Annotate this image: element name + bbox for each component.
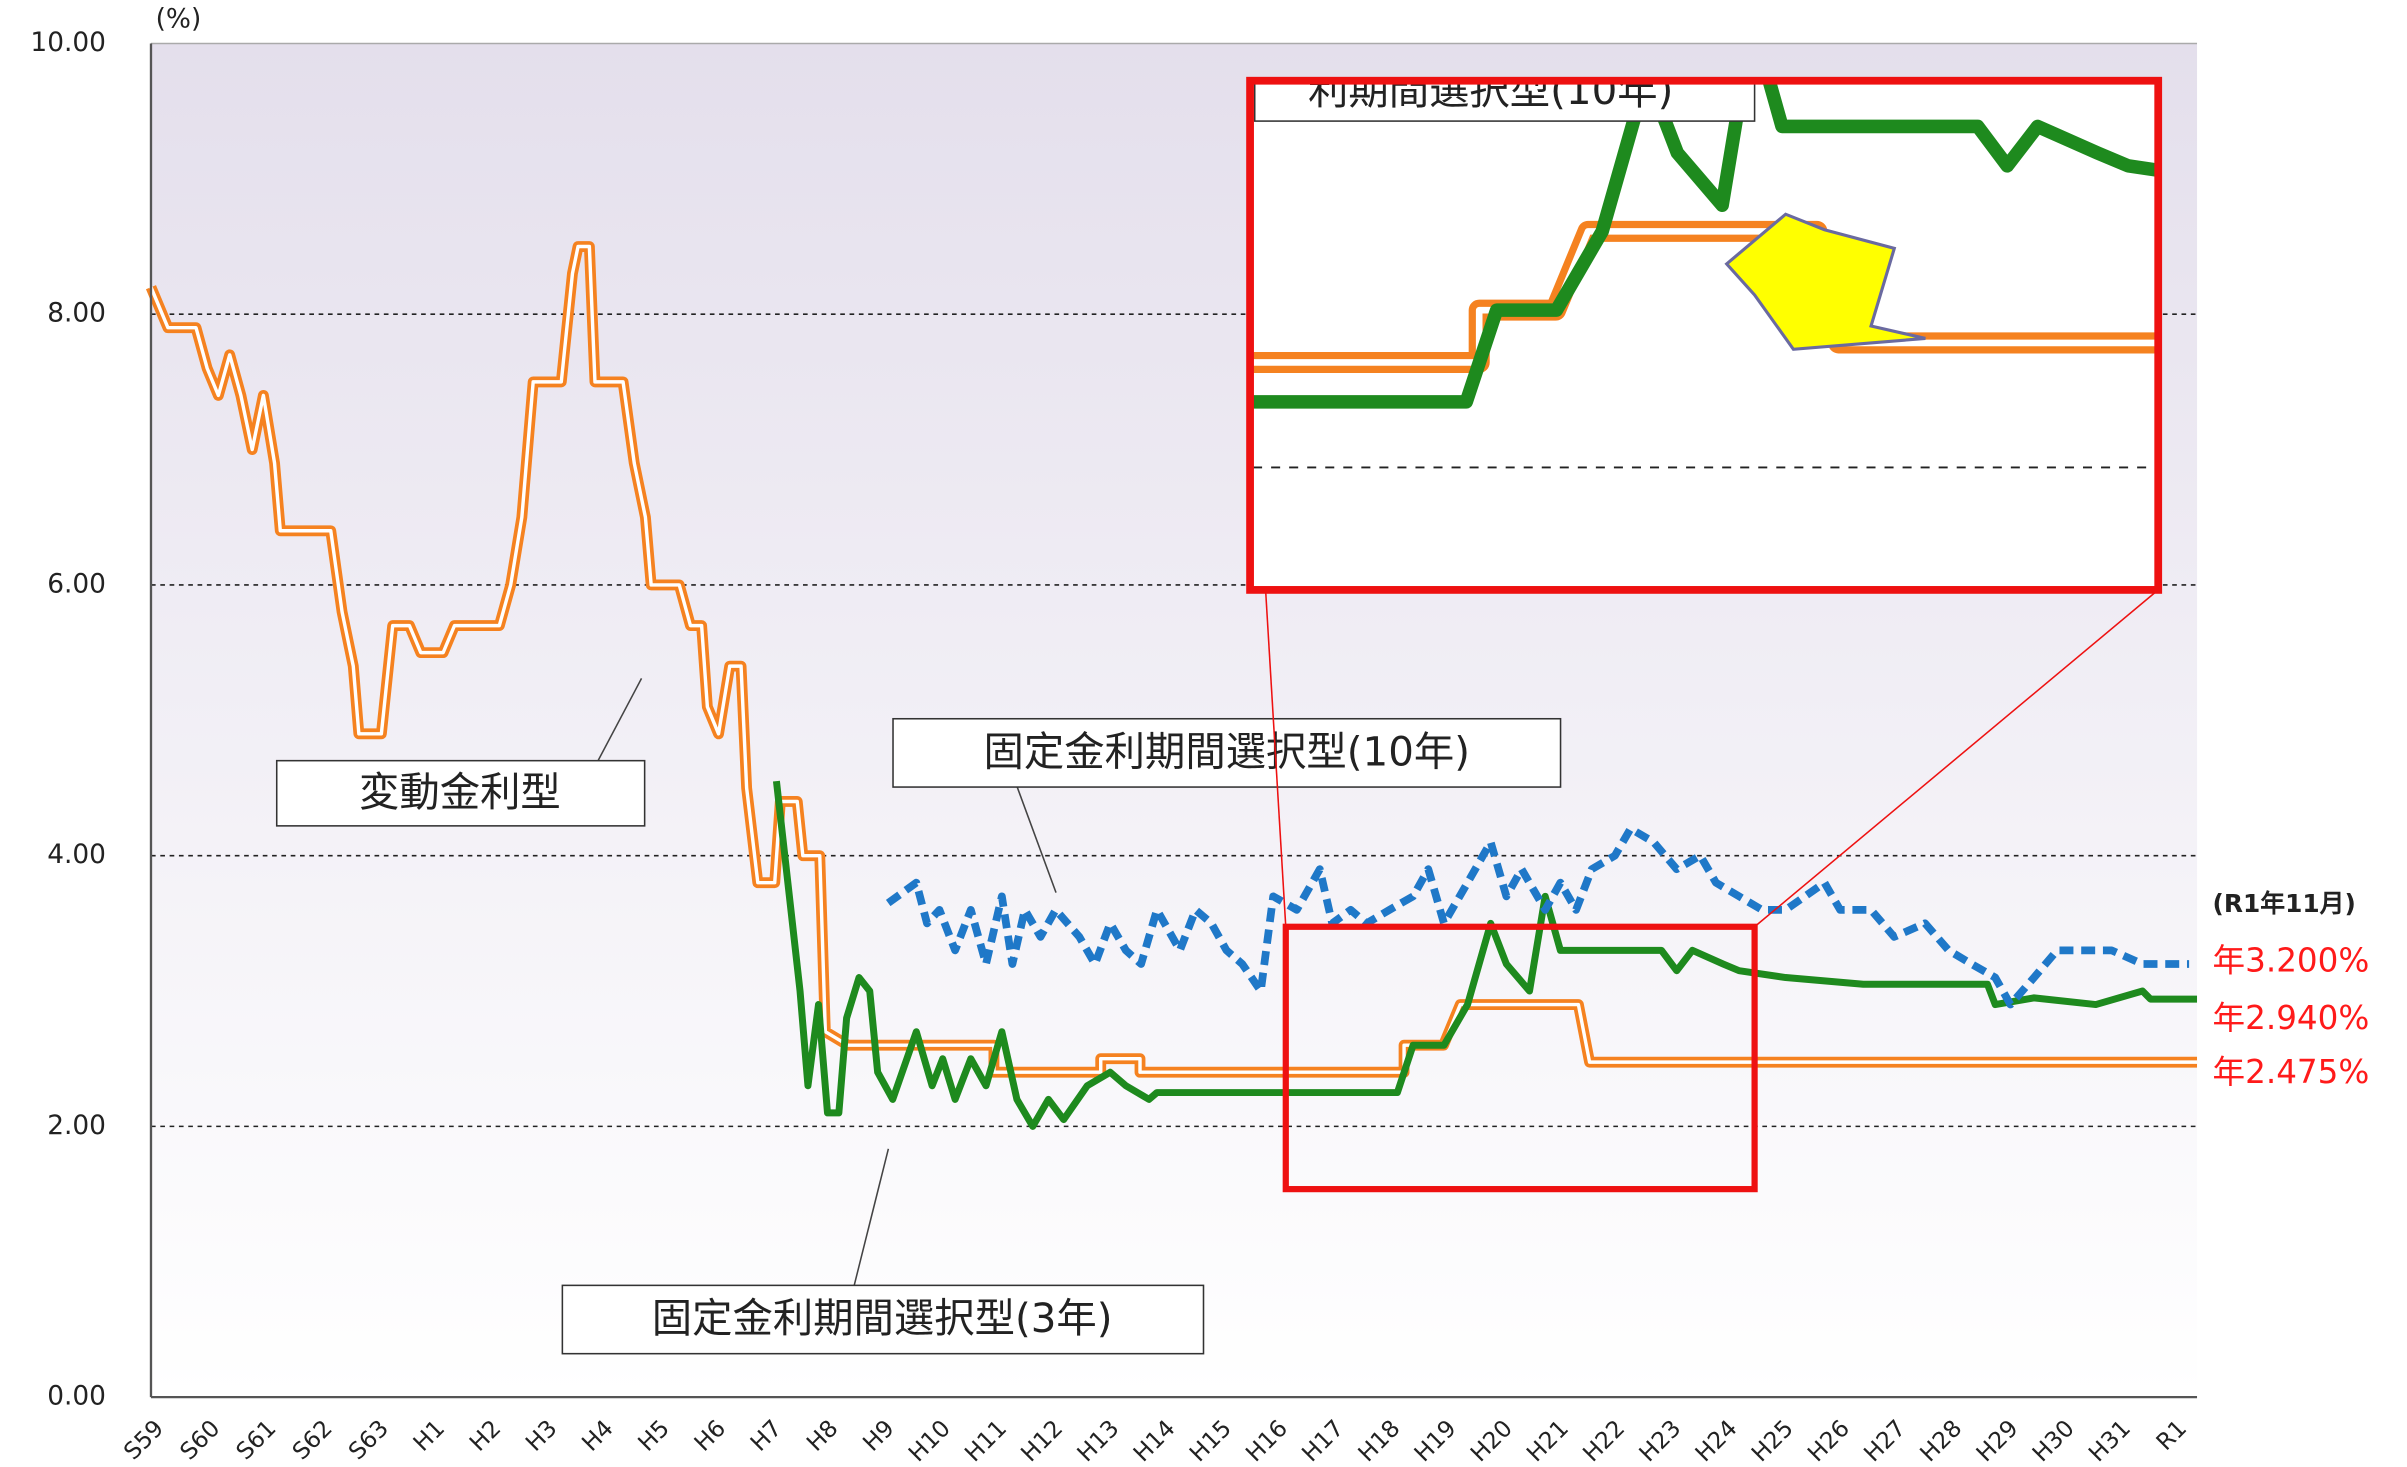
y-tick-label: 10.00 xyxy=(30,28,106,58)
x-tick-label: H20 xyxy=(1465,1415,1517,1467)
x-tick-label: H18 xyxy=(1353,1415,1405,1467)
y-tick-label: 4.00 xyxy=(47,840,106,870)
y-tick-label: 2.00 xyxy=(47,1111,106,1141)
x-tick-label: H11 xyxy=(960,1415,1012,1467)
x-tick-label: H1 xyxy=(408,1415,450,1457)
x-tick-label: H25 xyxy=(1746,1415,1798,1467)
leader xyxy=(597,678,643,762)
inset-caption-box xyxy=(1253,80,1756,122)
label-box xyxy=(275,759,646,827)
x-tick-label: R1 xyxy=(2151,1415,2192,1456)
leader xyxy=(853,1148,890,1286)
y-tick-label: 6.00 xyxy=(47,569,106,599)
x-tick-label: H31 xyxy=(2084,1415,2136,1467)
y-tick-label: 0.00 xyxy=(47,1382,106,1412)
inset: 利期間選択型(10年) xyxy=(1250,67,2159,469)
inset-frame xyxy=(1246,76,2163,594)
latest-label: 年2.940% xyxy=(2213,999,2370,1037)
x-tick-label: H24 xyxy=(1690,1415,1742,1467)
latest-label: 年3.200% xyxy=(2213,941,2370,979)
y-tick-label: 8.00 xyxy=(47,299,106,329)
series-label: 固定金利期間選択型(3年) xyxy=(652,1295,1113,1342)
x-tick-label: H7 xyxy=(745,1415,787,1457)
x-tick-label: H29 xyxy=(1971,1415,2023,1467)
x-tick-label: H28 xyxy=(1915,1415,1967,1467)
inset-caption: 利期間選択型(10年) xyxy=(1308,67,1673,114)
x-tick-label: H13 xyxy=(1072,1415,1124,1467)
x-tick-label: H5 xyxy=(633,1415,675,1457)
zoom-connector xyxy=(1264,589,1287,927)
x-tick-label: H19 xyxy=(1409,1415,1461,1467)
x-tick-label: S61 xyxy=(231,1415,281,1465)
x-tick-label: S62 xyxy=(287,1415,337,1465)
x-tick-label: H21 xyxy=(1522,1415,1574,1467)
arrow xyxy=(1724,212,1926,351)
x-tick-label: H16 xyxy=(1241,1415,1293,1467)
x-tick-label: H15 xyxy=(1184,1415,1236,1467)
x-tick-label: S59 xyxy=(119,1415,169,1465)
x-tick-label: H22 xyxy=(1578,1415,1630,1467)
x-tick-label: H17 xyxy=(1297,1415,1349,1467)
x-tick-label: H14 xyxy=(1128,1415,1180,1467)
x-tick-label: H3 xyxy=(521,1415,563,1457)
line-series xyxy=(772,780,2198,1130)
zoom-source xyxy=(1282,923,1758,1193)
leader xyxy=(1016,786,1057,893)
latest-label: 年2.475% xyxy=(2213,1053,2370,1091)
latest-date: (R1年11月) xyxy=(2213,889,2356,918)
label-box xyxy=(892,717,1562,788)
x-tick-label: S63 xyxy=(343,1415,393,1465)
x-tick-label: H6 xyxy=(689,1415,731,1457)
x-tick-label: H2 xyxy=(464,1415,506,1457)
x-tick-label: H4 xyxy=(577,1415,619,1457)
x-tick-label: S60 xyxy=(175,1415,225,1465)
series-label: 固定金利期間選択型(10年) xyxy=(984,728,1470,775)
series-label: 変動金利型 xyxy=(359,769,561,816)
x-tick-label: H9 xyxy=(858,1415,900,1457)
x-tick-label: H27 xyxy=(1859,1415,1911,1467)
y-unit: (%) xyxy=(156,5,202,35)
label-box xyxy=(561,1284,1205,1355)
x-tick-label: H23 xyxy=(1634,1415,1686,1467)
x-tick-label: H8 xyxy=(802,1415,844,1457)
line-series-inner xyxy=(149,244,2198,1074)
x-tick-label: H30 xyxy=(2027,1415,2079,1467)
line-series xyxy=(885,824,2190,1009)
x-tick-label: H26 xyxy=(1803,1415,1855,1467)
zoom-connector xyxy=(1754,589,2159,928)
x-tick-label: H12 xyxy=(1016,1415,1068,1467)
x-tick-label: H10 xyxy=(903,1415,955,1467)
